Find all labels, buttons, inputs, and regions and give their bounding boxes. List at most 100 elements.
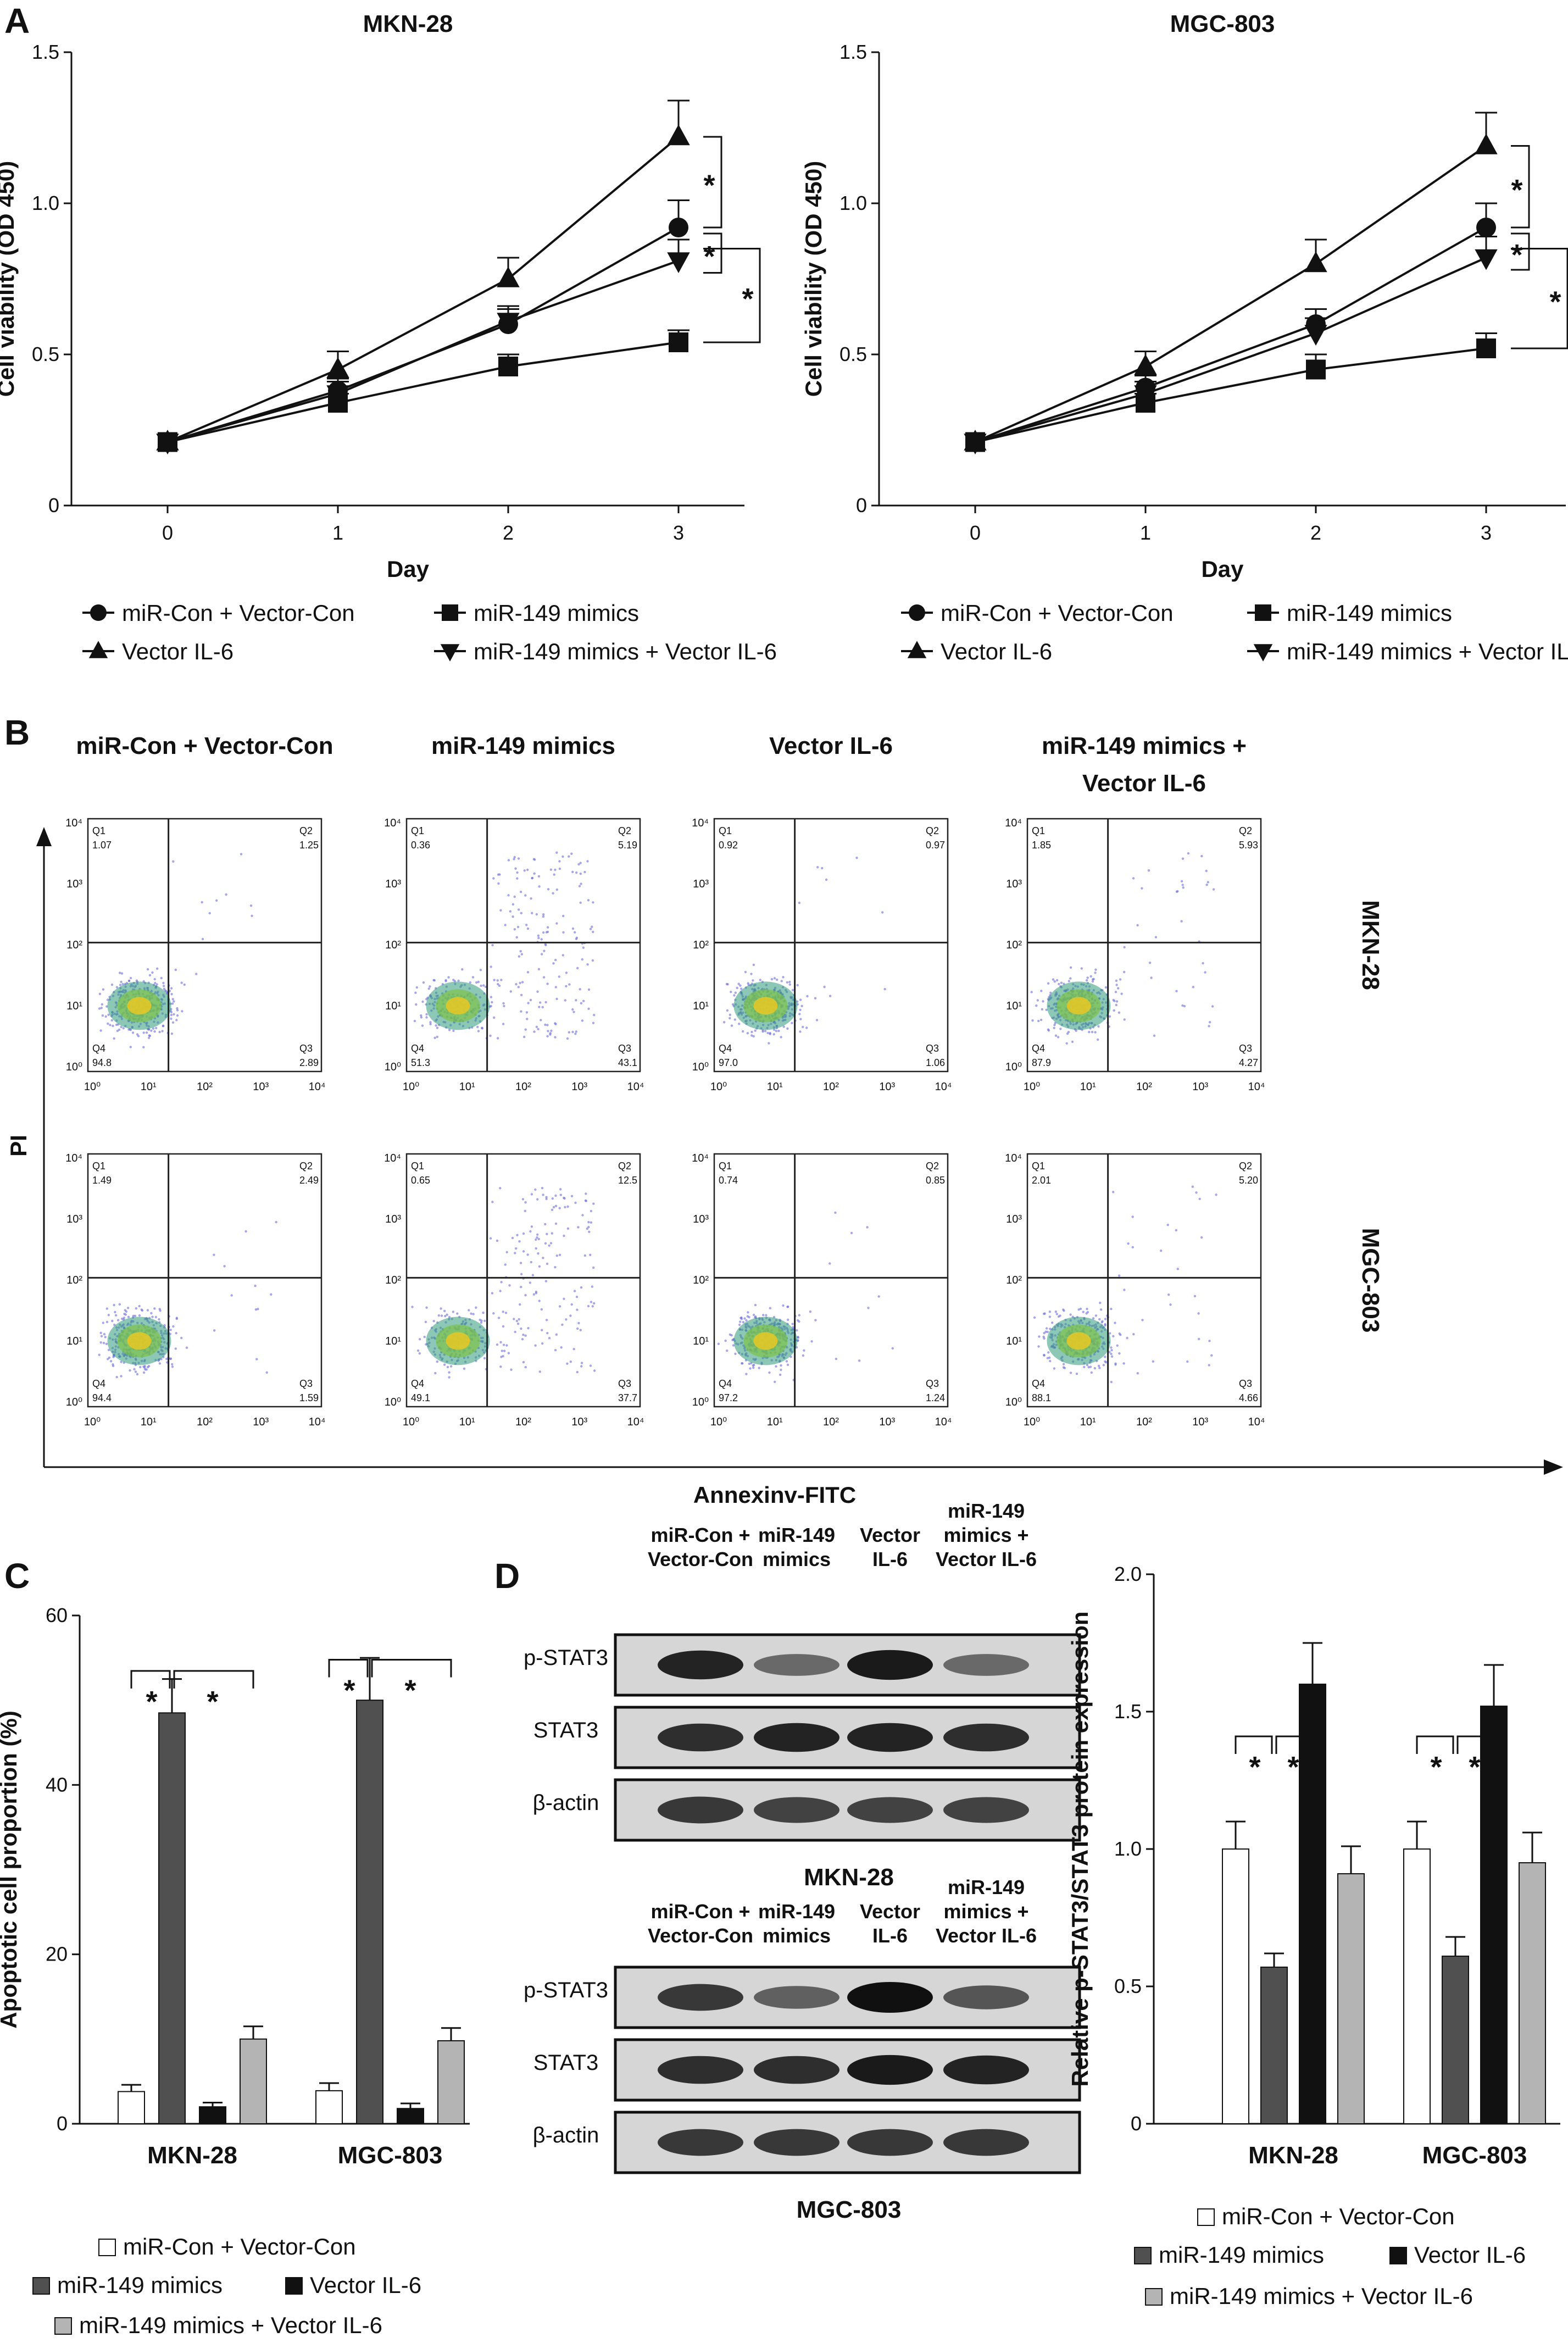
event-dot bbox=[249, 904, 253, 907]
event-dot bbox=[180, 981, 183, 984]
quadrant-value: 1.49 bbox=[92, 1175, 112, 1186]
event-dot bbox=[520, 1273, 523, 1275]
x-tick-label: 10² bbox=[197, 1416, 213, 1428]
event-dot bbox=[1053, 980, 1056, 983]
quadrant-value: 2.49 bbox=[299, 1175, 319, 1186]
significance-star: * bbox=[1249, 1751, 1260, 1784]
significance-bracket bbox=[703, 248, 761, 343]
event-dot bbox=[571, 1008, 574, 1011]
event-dot bbox=[500, 1281, 503, 1284]
quadrant-value: 0.74 bbox=[719, 1175, 738, 1186]
event-dot bbox=[773, 1028, 776, 1031]
event-dot bbox=[517, 986, 520, 989]
data-point bbox=[326, 357, 349, 378]
event-dot bbox=[1119, 978, 1122, 981]
panel-letter-a: A bbox=[4, 1, 30, 41]
event-dot bbox=[1104, 1318, 1107, 1320]
data-point bbox=[667, 124, 690, 146]
event-dot bbox=[1118, 1352, 1121, 1355]
event-dot bbox=[729, 1013, 732, 1017]
event-dot bbox=[499, 1187, 502, 1190]
event-dot bbox=[580, 882, 582, 885]
event-dot bbox=[521, 1198, 525, 1201]
event-dot bbox=[99, 1341, 102, 1344]
series-line bbox=[167, 136, 680, 443]
protein-band bbox=[847, 1723, 933, 1752]
event-dot bbox=[566, 1362, 569, 1365]
data-point bbox=[1134, 354, 1157, 375]
x-axis-label: Day bbox=[387, 556, 430, 582]
event-dot bbox=[540, 1308, 543, 1311]
protein-band bbox=[943, 2055, 1029, 2085]
legend-label: miR-149 mimics + Vector IL-6 bbox=[79, 2312, 382, 2338]
event-dot bbox=[159, 1309, 162, 1312]
event-dot bbox=[768, 1371, 771, 1374]
event-dot bbox=[835, 1357, 838, 1361]
quadrant-value: 94.8 bbox=[92, 1057, 112, 1068]
legend-label: miR-149 mimics + Vector IL-6 bbox=[1287, 639, 1568, 664]
event-dot bbox=[158, 1030, 161, 1034]
event-dot bbox=[536, 990, 539, 993]
density-core bbox=[446, 1332, 470, 1350]
y-tick-label: 10⁰ bbox=[66, 1061, 82, 1073]
event-dot bbox=[752, 1364, 755, 1367]
y-tick-label: 0 bbox=[48, 494, 59, 517]
event-dot bbox=[547, 888, 550, 891]
event-dot bbox=[1215, 1193, 1217, 1196]
event-dot bbox=[1038, 1335, 1041, 1338]
event-dot bbox=[1175, 1229, 1177, 1232]
event-dot bbox=[504, 924, 507, 926]
event-dot bbox=[129, 1369, 131, 1372]
event-dot bbox=[520, 912, 522, 915]
event-dot bbox=[100, 1335, 103, 1337]
event-dot bbox=[558, 1253, 561, 1256]
event-dot bbox=[150, 1312, 153, 1315]
event-dot bbox=[109, 1360, 113, 1363]
event-dot bbox=[730, 991, 732, 993]
event-dot bbox=[171, 1002, 174, 1005]
event-dot bbox=[496, 1037, 499, 1040]
event-dot bbox=[1204, 971, 1206, 974]
y-tick-label: 10² bbox=[693, 1274, 709, 1286]
event-dot bbox=[554, 868, 557, 871]
significance-bracket bbox=[371, 1658, 452, 1678]
event-dot bbox=[555, 1254, 558, 1257]
significance-bracket bbox=[1275, 1735, 1314, 1754]
event-dot bbox=[162, 981, 165, 985]
event-dot bbox=[770, 978, 774, 981]
quadrant-label: Q4 bbox=[1032, 1043, 1045, 1054]
event-dot bbox=[554, 986, 557, 989]
bar bbox=[356, 1700, 383, 2125]
significance-bracket bbox=[703, 232, 722, 274]
event-dot bbox=[119, 984, 122, 986]
event-dot bbox=[796, 984, 799, 987]
event-dot bbox=[169, 1357, 172, 1361]
event-dot bbox=[176, 1009, 179, 1012]
event-dot bbox=[1206, 881, 1209, 884]
column-header: mimics + bbox=[943, 1524, 1028, 1546]
event-dot bbox=[1141, 887, 1143, 890]
bar bbox=[199, 2106, 226, 2125]
quadrant-value: 97.2 bbox=[719, 1392, 738, 1403]
legend-swatch bbox=[32, 2277, 50, 2295]
event-dot bbox=[536, 1236, 538, 1239]
event-dot bbox=[560, 1346, 563, 1349]
quadrant-label: Q4 bbox=[411, 1378, 424, 1389]
event-dot bbox=[748, 1362, 751, 1365]
legend-swatch bbox=[54, 2317, 72, 2335]
event-dot bbox=[411, 1306, 414, 1308]
event-dot bbox=[1069, 966, 1072, 969]
event-dot bbox=[463, 1367, 466, 1370]
legend-swatch bbox=[1197, 2208, 1215, 2226]
event-dot bbox=[1186, 1360, 1189, 1363]
event-dot bbox=[514, 1252, 516, 1254]
event-dot bbox=[142, 1031, 145, 1034]
event-dot bbox=[1035, 1004, 1038, 1007]
quadrant-value: 0.85 bbox=[926, 1175, 945, 1186]
quadrant-label: Q4 bbox=[411, 1043, 424, 1054]
event-dot bbox=[1049, 1359, 1052, 1363]
legend-marker bbox=[907, 641, 927, 658]
event-dot bbox=[550, 1029, 553, 1032]
event-dot bbox=[432, 1320, 435, 1323]
